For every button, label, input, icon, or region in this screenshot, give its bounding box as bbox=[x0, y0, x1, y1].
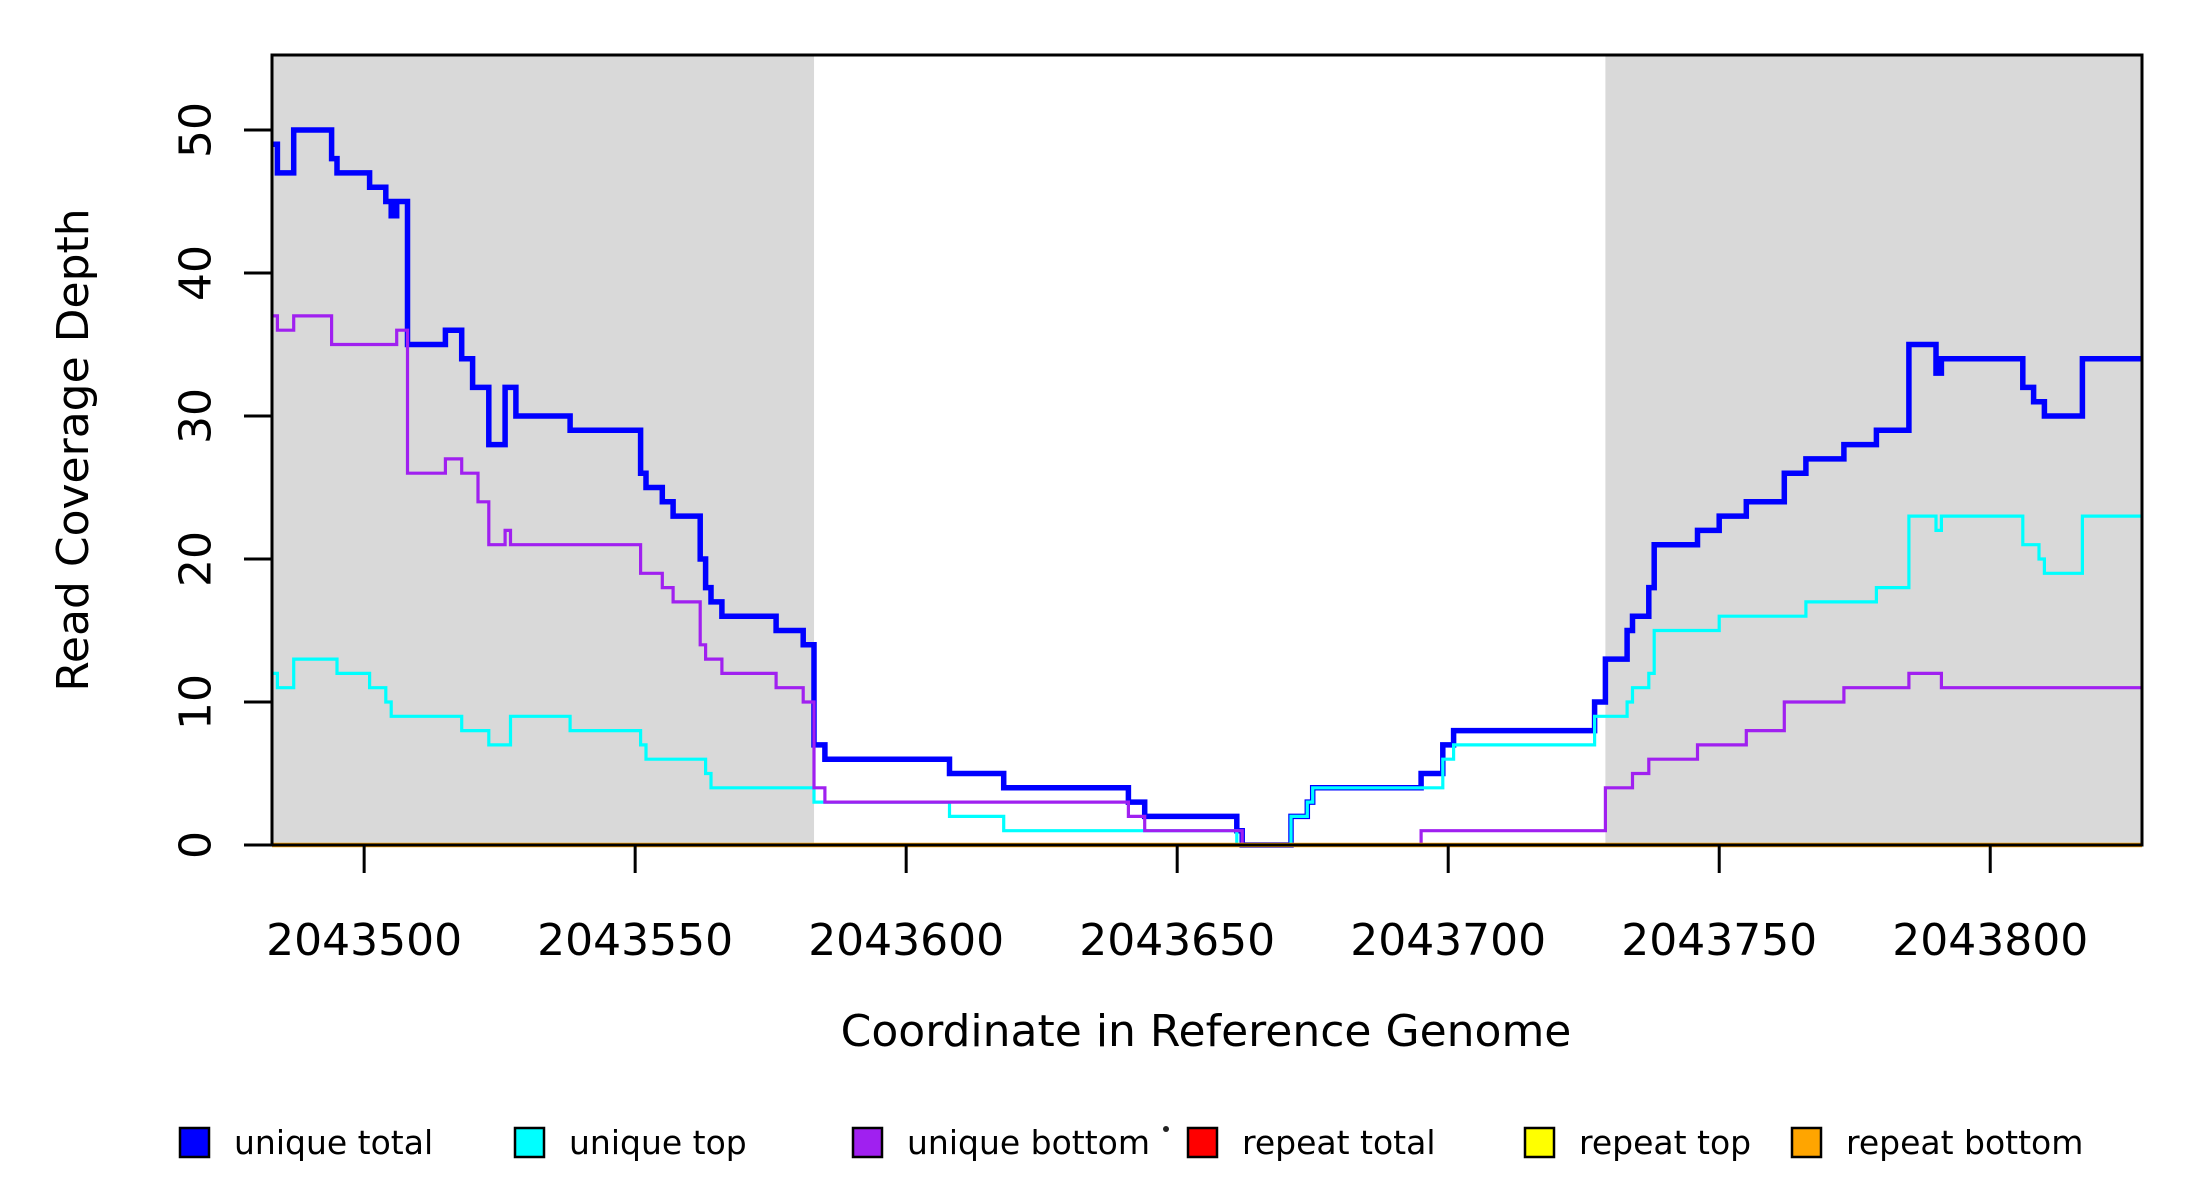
legend-label-unique-bottom: unique bottom bbox=[907, 1123, 1150, 1162]
y-tick-label: 0 bbox=[171, 831, 222, 859]
legend-label-unique-top: unique top bbox=[569, 1123, 747, 1162]
y-tick-label: 40 bbox=[171, 245, 222, 301]
y-tick-label: 20 bbox=[171, 531, 222, 587]
y-tick-label: 10 bbox=[171, 674, 222, 730]
x-axis: 2043500 2043550 2043600 2043650 2043700 20437… bbox=[266, 845, 2088, 966]
legend-label-repeat-top: repeat top bbox=[1579, 1123, 1751, 1162]
x-axis-title: Coordinate in Reference Genome bbox=[841, 1006, 1572, 1057]
x-tick-label: 2043750 bbox=[1621, 915, 1817, 966]
legend-swatch-repeat-total bbox=[1186, 1126, 1219, 1159]
x-tick-label: 2043550 bbox=[537, 915, 733, 966]
series-line-unique-total bbox=[272, 127, 2142, 848]
y-tick-label: 30 bbox=[171, 388, 222, 444]
y-tick-label: 50 bbox=[171, 102, 222, 158]
y-axis: 0 10 20 30 40 50 bbox=[171, 102, 272, 859]
legend-label-unique-total: unique total bbox=[234, 1123, 433, 1162]
legend-swatch-unique-total bbox=[178, 1126, 211, 1159]
legend-label-repeat-bottom: repeat bottom bbox=[1846, 1123, 2083, 1162]
legend-swatch-repeat-top bbox=[1523, 1126, 1556, 1159]
x-tick-label: 2043650 bbox=[1079, 915, 1275, 966]
x-tick-label: 2043600 bbox=[808, 915, 1004, 966]
legend-swatch-unique-bottom bbox=[851, 1126, 884, 1159]
series-line-unique-top bbox=[272, 514, 2142, 847]
shaded-region bbox=[1605, 55, 2142, 845]
x-tick-label: 2043500 bbox=[266, 915, 462, 966]
legend: unique total unique top unique bottom repea… bbox=[178, 1123, 2083, 1162]
legend-label-repeat-total: repeat total bbox=[1242, 1123, 1436, 1162]
legend-swatch-unique-top bbox=[513, 1126, 546, 1159]
x-tick-label: 2043800 bbox=[1892, 915, 2088, 966]
plot-border bbox=[270, 53, 2144, 847]
stray-dot bbox=[1163, 1126, 1169, 1132]
x-tick-label: 2043700 bbox=[1350, 915, 1546, 966]
series-line-unique-bottom bbox=[272, 314, 2142, 847]
shaded-regions bbox=[272, 55, 2142, 845]
y-axis-title: Read Coverage Depth bbox=[48, 208, 99, 691]
shaded-region bbox=[272, 55, 815, 845]
legend-swatch-repeat-bottom bbox=[1790, 1126, 1823, 1159]
